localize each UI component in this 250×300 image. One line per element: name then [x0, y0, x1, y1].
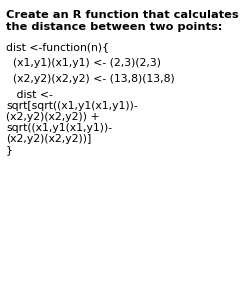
Text: dist <-function(n){: dist <-function(n){: [6, 42, 109, 52]
Text: (x1,y1)(x1,y1) <- (2,3)(2,3): (x1,y1)(x1,y1) <- (2,3)(2,3): [6, 58, 161, 68]
Text: the distance between two points:: the distance between two points:: [6, 22, 222, 32]
Text: sqrt[sqrt((x1,y1(x1,y1))-: sqrt[sqrt((x1,y1(x1,y1))-: [6, 101, 138, 111]
Text: (x2,y2)(x2,y2)) +: (x2,y2)(x2,y2)) +: [6, 112, 100, 122]
Text: dist <-: dist <-: [6, 90, 53, 100]
Text: sqrt((x1,y1(x1,y1))-: sqrt((x1,y1(x1,y1))-: [6, 123, 112, 133]
Text: Create an R function that calculates: Create an R function that calculates: [6, 10, 238, 20]
Text: (x2,y2)(x2,y2))]: (x2,y2)(x2,y2))]: [6, 134, 91, 144]
Text: (x2,y2)(x2,y2) <- (13,8)(13,8): (x2,y2)(x2,y2) <- (13,8)(13,8): [6, 74, 175, 84]
Text: }: }: [6, 145, 13, 155]
